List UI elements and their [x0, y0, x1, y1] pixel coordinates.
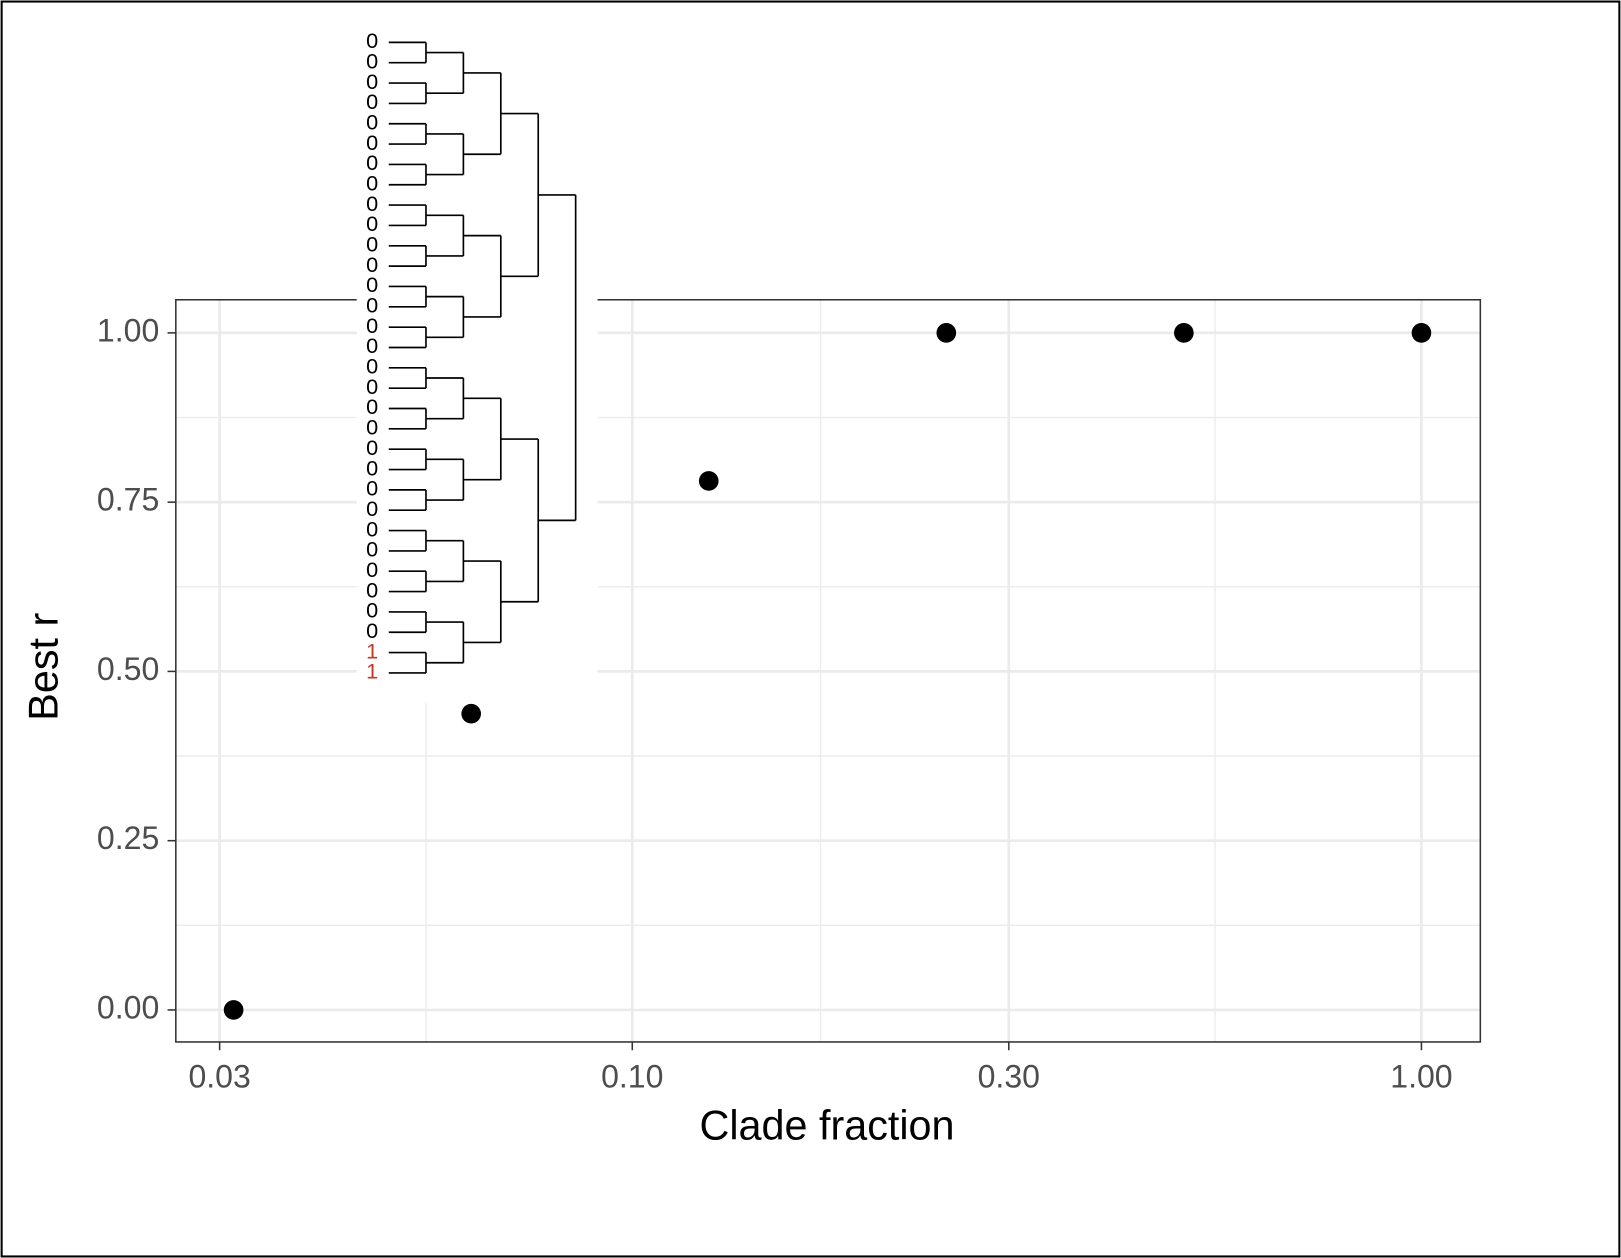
tip-label: 1 [366, 638, 378, 663]
tip-label: 0 [366, 28, 378, 53]
tip-label: 0 [366, 252, 378, 277]
tip-label: 0 [366, 211, 378, 236]
tip-label: 0 [366, 598, 378, 623]
x-tick-label: 0.10 [601, 1059, 663, 1095]
y-tick-label: 0.75 [97, 482, 159, 518]
tip-label: 0 [366, 455, 378, 480]
point [223, 1000, 244, 1020]
y-tick-label: 0.00 [97, 989, 159, 1025]
tip-label: 0 [366, 415, 378, 440]
tip-label: 0 [366, 313, 378, 338]
tip-label: 0 [366, 354, 378, 379]
tip-label: 0 [366, 130, 378, 155]
inset-background [356, 20, 598, 703]
x-tick-label: 1.00 [1390, 1059, 1452, 1095]
tip-label: 0 [366, 496, 378, 521]
tip-label: 0 [366, 191, 378, 216]
tip-label: 0 [366, 293, 378, 318]
y-tick-label: 0.25 [97, 820, 159, 856]
x-tick-label: 0.30 [978, 1059, 1040, 1095]
tip-label: 0 [366, 109, 378, 134]
tip-label: 0 [366, 577, 378, 602]
tip-label: 1 [366, 659, 378, 684]
tip-label: 0 [366, 557, 378, 582]
point [698, 471, 719, 491]
y-tick-label: 1.00 [97, 312, 159, 348]
tip-label: 0 [366, 333, 378, 358]
point [1411, 323, 1432, 343]
x-axis-label: Clade fraction [700, 1103, 955, 1149]
tip-label: 0 [366, 394, 378, 419]
point [1174, 323, 1194, 343]
tip-label: 0 [366, 516, 378, 541]
point [936, 323, 957, 343]
tip-label: 0 [366, 272, 378, 297]
tip-label: 0 [366, 374, 378, 399]
tip-label: 0 [366, 89, 378, 114]
tip-label: 0 [366, 537, 378, 562]
tip-label: 0 [366, 170, 378, 195]
axes: 0.03 0.10 0.30 1.00 0.00 0.25 0.50 0.75 1.00 [97, 312, 1453, 1094]
tip-label: 0 [366, 476, 378, 501]
y-tick-label: 0.50 [97, 651, 159, 687]
points [223, 323, 1432, 1020]
point [461, 703, 482, 724]
tip-label: 0 [366, 618, 378, 643]
tip-label: 0 [366, 232, 378, 257]
tip-label: 0 [366, 435, 378, 460]
x-tick-label: 0.03 [188, 1059, 250, 1095]
y-axis-label: Best r [21, 613, 67, 721]
tip-label: 0 [366, 48, 378, 73]
tip-label: 0 [366, 69, 378, 94]
tip-label: 0 [366, 150, 378, 175]
